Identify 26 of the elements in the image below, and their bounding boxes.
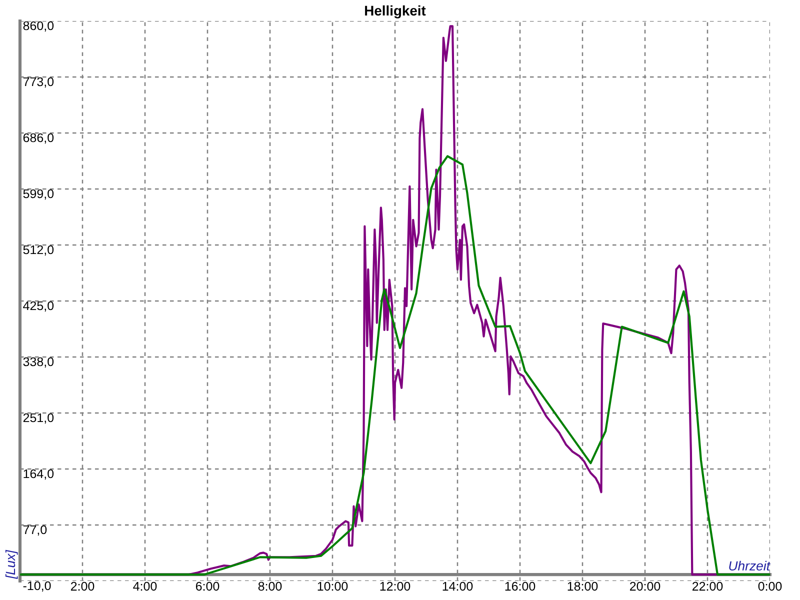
x-tick-label: 10:00 [318,582,348,591]
y-tick-label: 860,0 [23,21,54,32]
y-tick-label: 773,0 [23,77,54,88]
y-tick-label: 251,0 [23,413,54,424]
x-tick-label: 16:00 [505,582,536,591]
x-tick-label: 6:00 [196,582,220,591]
y-tick-label: 164,0 [24,469,54,480]
x-tick-label: 4:00 [133,582,157,591]
x-tick-label: 8:00 [258,582,282,591]
x-axis-title: Uhrzeit [729,560,770,571]
y-axis-title: [Lux] [5,550,18,580]
x-tick-label: 22:00 [692,582,723,591]
y-tick-label: 425,0 [23,301,54,312]
y-tick-label: 338,0 [23,357,54,368]
x-tick-label: 12:00 [380,582,410,591]
y-tick-label: 599,0 [23,189,54,200]
y-tick-label: 686,0 [23,133,54,144]
x-tick-label: 14:00 [442,582,473,591]
x-tick-label: 20:00 [630,582,660,591]
y-tick-label: -10,0 [23,581,51,592]
x-tick-label: 18:00 [568,582,598,591]
x-tick-label: 0:00 [758,582,782,591]
x-tick-label: 2:00 [70,582,94,591]
y-tick-label: 512,0 [23,245,54,256]
chart-title: Helligkeit [365,5,426,18]
y-tick-label: 77,0 [23,525,47,536]
